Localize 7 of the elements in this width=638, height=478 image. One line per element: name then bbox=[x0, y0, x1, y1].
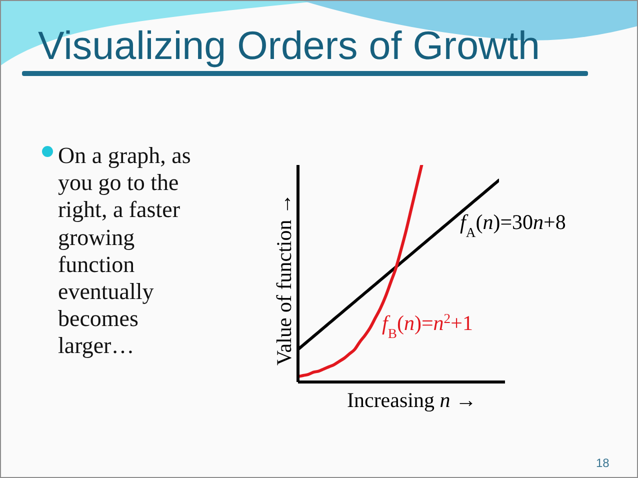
chart-title: Visualizing Orders of Growth bbox=[38, 24, 540, 68]
series-label: f$_{A}$(n)=30n+8 bbox=[460, 210, 566, 239]
series-label: f$_{B}$(n)=n$^{2}$+1 bbox=[382, 310, 472, 340]
y-axis-title: Value of function → bbox=[272, 192, 296, 366]
text: 18 bbox=[596, 456, 610, 470]
x-axis-title: Increasing n → bbox=[346, 388, 476, 412]
text: On a graph, as you go to the right, a faster growing function eventually becomes larger… bbox=[58, 142, 192, 360]
